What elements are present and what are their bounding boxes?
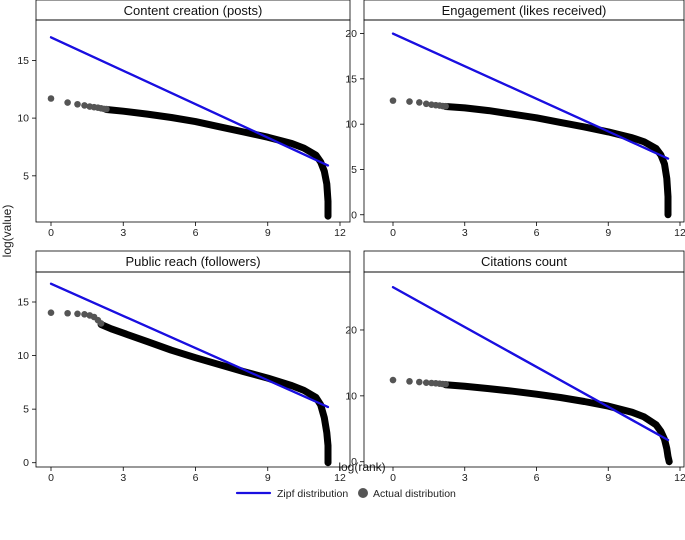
y-tick-label: 0 xyxy=(351,209,357,221)
actual-point xyxy=(416,378,423,386)
zipf-line-overlay xyxy=(391,286,670,442)
zipf-line-overlay xyxy=(49,36,330,167)
legend-zipf-label: Zipf distribution xyxy=(277,488,348,500)
x-tick-label: 0 xyxy=(390,227,396,239)
x-tick-label: 6 xyxy=(193,472,199,484)
x-tick-label: 12 xyxy=(674,227,685,239)
actual-point xyxy=(422,100,430,108)
y-axis-title: log(value) xyxy=(0,205,14,258)
panel-title: Engagement (likes received) xyxy=(442,3,607,18)
x-tick-label: 0 xyxy=(390,472,396,484)
x-tick-label: 12 xyxy=(674,472,685,484)
actual-point xyxy=(389,97,397,104)
actual-point xyxy=(97,320,105,327)
y-tick-label: 5 xyxy=(23,404,29,416)
x-tick-label: 6 xyxy=(193,227,199,239)
actual-point xyxy=(81,311,88,318)
x-tick-label: 6 xyxy=(534,227,540,239)
y-tick-label: 15 xyxy=(345,73,357,85)
y-tick-label: 10 xyxy=(345,390,357,402)
actual-point xyxy=(442,380,449,388)
y-tick-label: 10 xyxy=(17,350,29,362)
actual-distribution-dense xyxy=(102,106,332,220)
actual-point xyxy=(64,99,71,106)
x-tick-label: 9 xyxy=(265,227,271,239)
y-tick-label: 20 xyxy=(345,28,357,40)
x-tick-label: 3 xyxy=(120,472,126,484)
zipf-line-overlay xyxy=(391,32,670,160)
panel-1: Content creation (posts) 0 3 6 9 12 5 10 15 xyxy=(17,0,351,239)
panel-4: Citations count 0 3 6 9 12 0 10 20 xyxy=(345,250,685,484)
plot-frame xyxy=(363,271,685,468)
y-tick-label: 15 xyxy=(17,55,29,67)
panel-title: Public reach (followers) xyxy=(125,254,260,269)
x-tick-label: 6 xyxy=(534,472,540,484)
actual-point xyxy=(74,310,81,318)
y-tick-label: 20 xyxy=(345,324,357,336)
actual-distribution-dense xyxy=(442,381,673,466)
legend-actual-swatch xyxy=(358,488,368,498)
x-tick-label: 3 xyxy=(120,227,126,239)
y-tick-label: 5 xyxy=(351,164,357,176)
actual-point xyxy=(406,98,413,105)
actual-point xyxy=(406,378,413,385)
x-tick-label: 9 xyxy=(265,472,271,484)
x-tick-label: 3 xyxy=(462,472,468,484)
x-tick-label: 0 xyxy=(48,472,54,484)
plot-frame xyxy=(363,19,685,223)
y-tick-label: 5 xyxy=(23,170,29,182)
panel-title: Content creation (posts) xyxy=(124,3,263,18)
y-tick-label: 10 xyxy=(17,113,29,125)
plot-frame xyxy=(35,271,351,468)
actual-point xyxy=(422,379,430,386)
panel-2: Engagement (likes received) 0 3 6 9 12 0 5 10 15 2… xyxy=(345,0,685,239)
y-tick-label: 0 xyxy=(23,457,29,469)
actual-point xyxy=(81,102,88,109)
panel-3: Public reach (followers) 0 3 6 9 12 0 5 10 15 xyxy=(17,250,351,484)
x-tick-label: 12 xyxy=(334,472,346,484)
zipf-line-overlay xyxy=(49,282,330,409)
y-tick-label: 15 xyxy=(17,297,29,309)
actual-point xyxy=(416,99,423,106)
y-tick-label: 0 xyxy=(351,456,357,468)
x-tick-label: 9 xyxy=(605,472,611,484)
legend-actual-label: Actual distribution xyxy=(373,488,456,500)
x-tick-label: 3 xyxy=(462,227,468,239)
actual-point xyxy=(64,309,71,317)
x-tick-label: 12 xyxy=(334,227,346,239)
actual-point xyxy=(442,102,449,110)
actual-point xyxy=(103,105,110,113)
actual-point xyxy=(74,100,81,108)
panel-title: Citations count xyxy=(481,254,567,269)
y-tick-label: 10 xyxy=(345,119,357,131)
actual-point xyxy=(47,309,55,317)
actual-point xyxy=(47,95,55,102)
actual-distribution-dense xyxy=(97,321,332,467)
plot-frame xyxy=(35,19,351,223)
x-tick-label: 9 xyxy=(605,227,611,239)
actual-distribution-dense xyxy=(442,103,672,219)
legend: Zipf distribution Actual distribution xyxy=(235,488,456,500)
x-tick-label: 0 xyxy=(48,227,54,239)
actual-point xyxy=(389,376,397,384)
